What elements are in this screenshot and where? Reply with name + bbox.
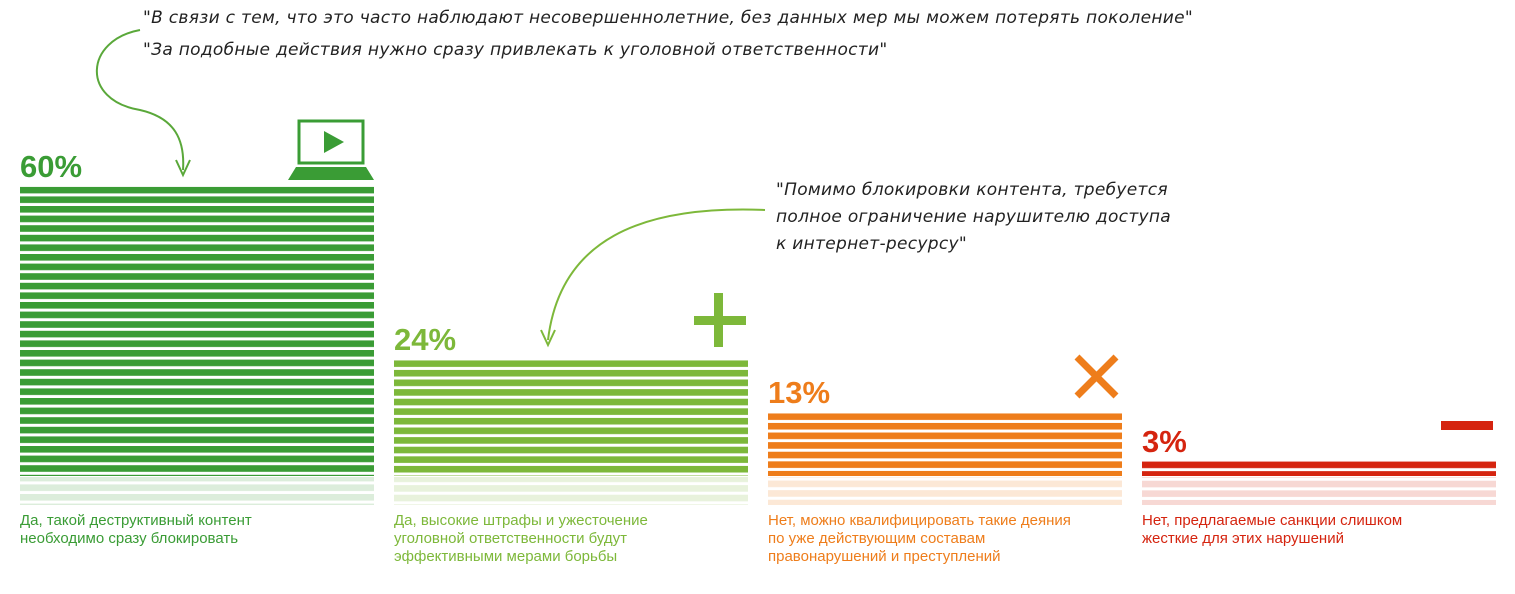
bar bbox=[20, 186, 374, 477]
bar bbox=[394, 360, 748, 476]
value-label: 60% bbox=[20, 148, 83, 184]
plus-icon bbox=[694, 293, 746, 347]
value-label: 3% bbox=[1142, 423, 1187, 459]
category-label: Да, такой деструктивный контент необходи… bbox=[20, 512, 252, 547]
quote: "Помимо блокировки контента, требуется п… bbox=[776, 180, 1172, 254]
arrow bbox=[547, 208, 766, 341]
laptop-icon bbox=[288, 119, 374, 180]
cross-icon bbox=[1074, 354, 1119, 399]
bar-shadow bbox=[20, 477, 374, 505]
arrow-head bbox=[540, 329, 556, 348]
value-label: 24% bbox=[394, 322, 457, 358]
bar-shadow bbox=[394, 477, 748, 505]
minus-icon bbox=[1441, 421, 1493, 430]
quote: "В связи с тем, что это часто наблюдают … bbox=[143, 8, 1193, 28]
value-label: 13% bbox=[768, 375, 831, 411]
category-label: Нет, можно квалифицировать такие деяния … bbox=[768, 512, 1071, 565]
arrow bbox=[95, 29, 185, 171]
bar-shadow bbox=[1142, 477, 1496, 505]
bar bbox=[768, 413, 1122, 476]
bar bbox=[1142, 461, 1496, 476]
category-label: Нет, предлагаемые санкции слишком жестки… bbox=[1142, 512, 1403, 547]
category-label: Да, высокие штрафы и ужесточение уголовн… bbox=[394, 512, 648, 565]
arrow-head bbox=[175, 159, 191, 178]
quote: "За подобные действия нужно сразу привле… bbox=[143, 40, 888, 60]
bar-shadow bbox=[768, 477, 1122, 505]
